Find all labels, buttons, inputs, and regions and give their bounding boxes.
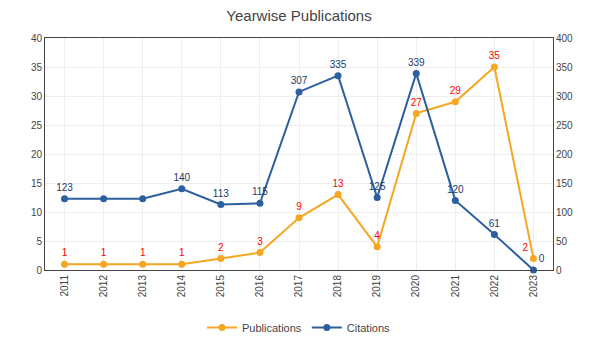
svg-text:2015: 2015 [215, 275, 226, 298]
svg-text:1: 1 [62, 247, 68, 258]
svg-text:2012: 2012 [98, 275, 109, 298]
svg-text:2: 2 [218, 242, 224, 253]
svg-text:400: 400 [556, 33, 573, 44]
svg-text:300: 300 [556, 91, 573, 102]
svg-text:61: 61 [489, 218, 501, 229]
svg-text:2011: 2011 [59, 275, 70, 297]
svg-text:0: 0 [36, 265, 42, 276]
svg-text:35: 35 [31, 62, 43, 73]
svg-text:150: 150 [556, 178, 573, 189]
svg-text:123: 123 [56, 182, 73, 193]
svg-text:113: 113 [213, 188, 229, 199]
svg-text:2020: 2020 [410, 275, 421, 298]
svg-text:50: 50 [556, 236, 568, 247]
svg-text:0: 0 [556, 265, 562, 276]
svg-text:10: 10 [31, 207, 43, 218]
svg-text:2013: 2013 [137, 275, 148, 298]
svg-text:1: 1 [101, 247, 107, 258]
svg-text:115: 115 [252, 186, 268, 197]
svg-text:2021: 2021 [450, 275, 461, 298]
svg-text:2017: 2017 [293, 275, 304, 298]
svg-text:13: 13 [333, 178, 345, 189]
svg-text:2: 2 [523, 242, 529, 253]
svg-text:0: 0 [539, 253, 545, 264]
svg-text:1: 1 [140, 247, 146, 258]
svg-text:30: 30 [31, 91, 43, 102]
svg-text:339: 339 [408, 57, 425, 68]
svg-text:15: 15 [31, 178, 43, 189]
svg-text:2022: 2022 [489, 275, 500, 298]
svg-text:2016: 2016 [254, 275, 265, 298]
svg-text:2018: 2018 [332, 275, 343, 298]
svg-text:9: 9 [296, 201, 302, 212]
svg-text:40: 40 [31, 33, 43, 44]
svg-text:35: 35 [489, 50, 501, 61]
svg-text:25: 25 [31, 120, 43, 131]
svg-text:140: 140 [173, 172, 190, 183]
svg-text:29: 29 [450, 85, 462, 96]
svg-text:2014: 2014 [176, 275, 187, 298]
svg-text:Publications: Publications [242, 322, 302, 334]
svg-text:100: 100 [556, 207, 573, 218]
svg-text:1: 1 [179, 247, 185, 258]
svg-text:5: 5 [36, 236, 42, 247]
svg-text:Citations: Citations [347, 322, 390, 334]
svg-text:2019: 2019 [371, 275, 382, 298]
svg-text:2023: 2023 [528, 275, 539, 298]
svg-text:200: 200 [556, 149, 573, 160]
svg-text:250: 250 [556, 120, 573, 131]
svg-text:20: 20 [31, 149, 43, 160]
svg-text:335: 335 [330, 59, 347, 70]
svg-text:4: 4 [374, 230, 380, 241]
svg-text:350: 350 [556, 62, 573, 73]
svg-text:Yearwise Publications: Yearwise Publications [226, 7, 371, 24]
svg-text:125: 125 [369, 181, 386, 192]
svg-text:3: 3 [257, 236, 263, 247]
svg-text:27: 27 [411, 97, 423, 108]
svg-text:120: 120 [447, 184, 464, 195]
svg-text:307: 307 [291, 75, 308, 86]
